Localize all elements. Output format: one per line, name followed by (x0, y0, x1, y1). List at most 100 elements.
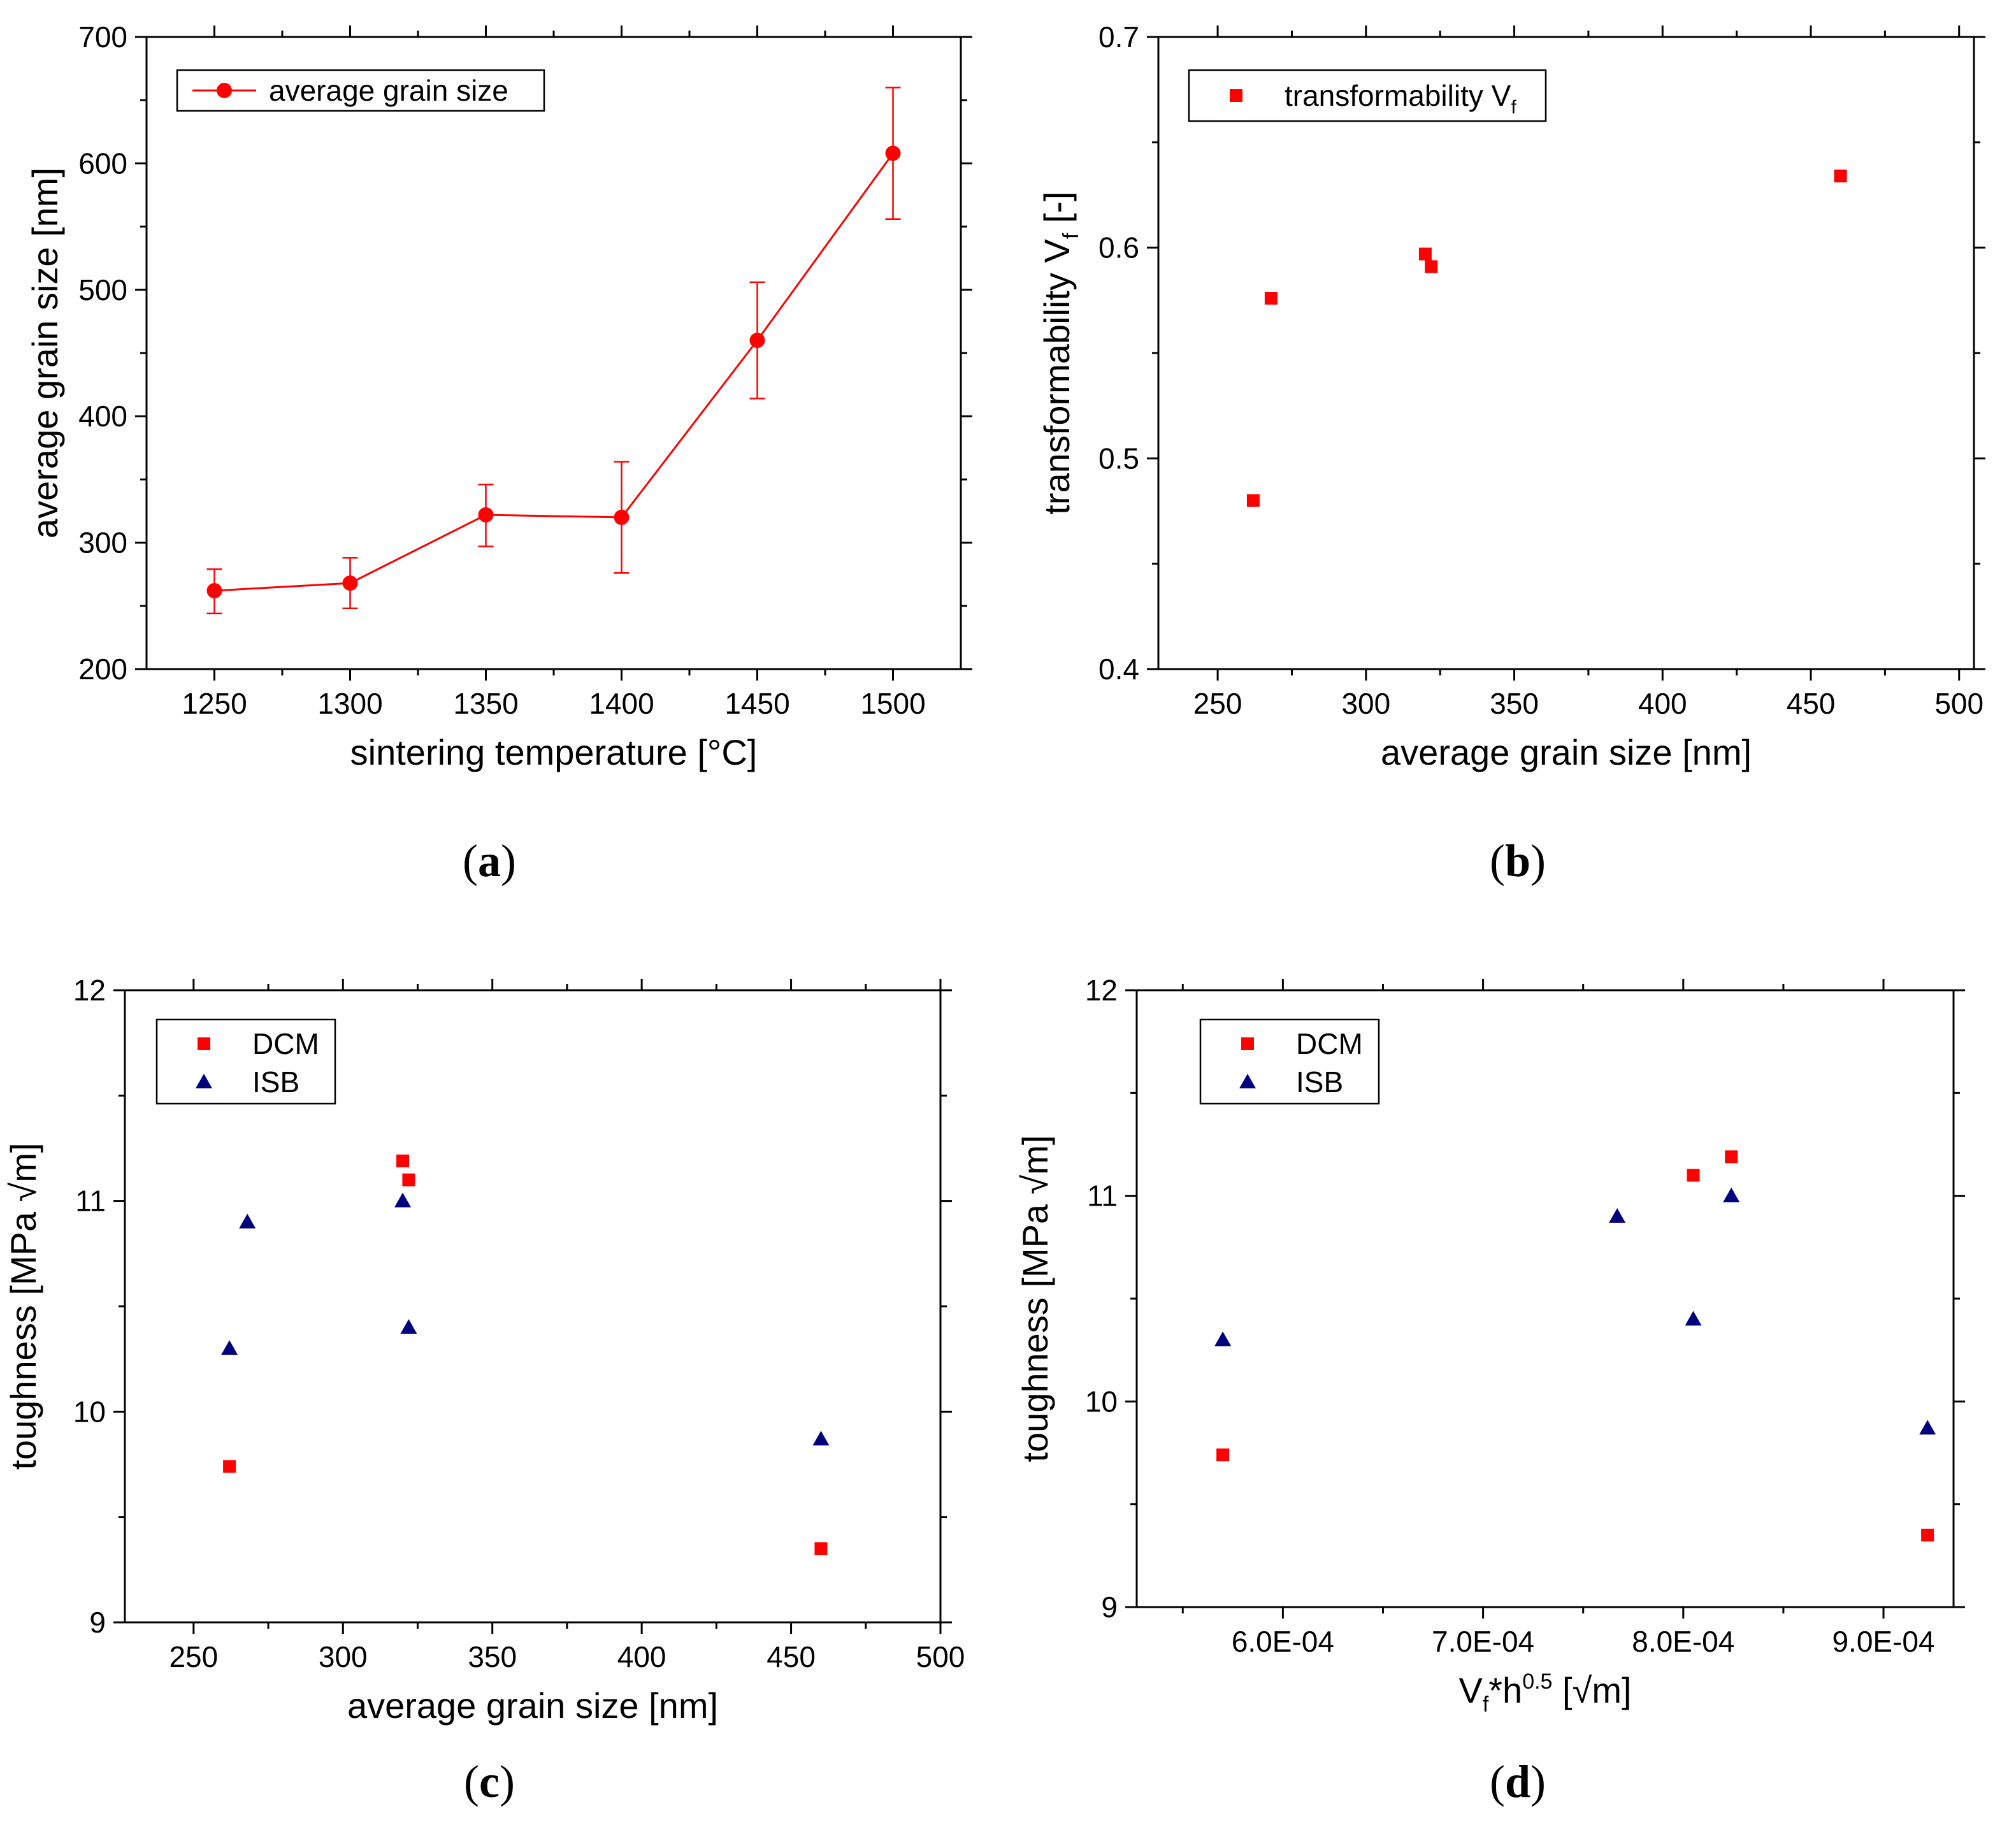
panel-a: 1250 1300 1350 1400 1450 1500 200 300 400 500 600 7… (25, 20, 972, 886)
x-axis-title: average grain size [nm] (347, 1685, 718, 1726)
panel-b: 250 300 350 400 450 500 0.4 0.5 0.6 0.7 average gr… (1037, 20, 1985, 886)
x-tick-label: 1450 (724, 687, 789, 720)
panel-label-close: ) (1530, 835, 1546, 886)
data-point (1723, 1187, 1740, 1202)
data-point (221, 1340, 238, 1355)
x-axis-title-sub: f (1483, 1692, 1489, 1717)
data-point (1834, 169, 1847, 183)
legend-label: ISB (252, 1065, 299, 1099)
data-point (814, 1542, 828, 1555)
x-tick-label: 250 (169, 1640, 218, 1673)
y-axis-title: toughness [MPa √m] (1015, 1135, 1055, 1462)
legend-marker (196, 1074, 212, 1088)
y-tick-label: 500 (78, 273, 127, 307)
data-point (1919, 1420, 1936, 1435)
y-tick-label: 11 (1087, 1179, 1118, 1213)
y-tick-label: 700 (78, 20, 127, 54)
panel-label-open: ( (1490, 835, 1505, 886)
x-axis-title-main: V (1458, 1670, 1483, 1710)
panel-label-open: ( (464, 1756, 479, 1807)
y-tick-label: 10 (73, 1395, 106, 1428)
data-point (206, 582, 222, 598)
data-point (478, 507, 494, 523)
series-isb (1214, 1187, 1936, 1435)
x-tick-label: 1500 (860, 687, 925, 720)
data-point (394, 1192, 412, 1208)
x-tick-label: 9.0E-04 (1832, 1625, 1934, 1658)
data-point (885, 145, 901, 161)
panel-label: (b) (1490, 835, 1546, 886)
x-axis-title: Vf*h0.5 [√m] (1458, 1670, 1631, 1717)
y-axis-title-sub: f (1059, 233, 1083, 239)
x-tick-label: 350 (1490, 687, 1539, 720)
data-point (1687, 1169, 1700, 1182)
y-axis-title-tail: [-] (1037, 191, 1077, 233)
series-dcm (223, 1154, 828, 1555)
legend-label-sub: f (1511, 97, 1516, 118)
panel-label-letter: a (478, 835, 501, 886)
x-tick-label: 450 (1787, 687, 1836, 720)
panel-label-open: ( (463, 835, 478, 886)
panel-label-close: ) (501, 835, 516, 886)
panel-label-close: ) (500, 1756, 515, 1807)
data-point (223, 1460, 236, 1473)
y-tick-label: 9 (89, 1606, 106, 1639)
y-tick-label: 0.5 (1098, 442, 1139, 475)
legend-marker (1239, 1074, 1256, 1088)
data-point (1425, 260, 1438, 273)
x-axis-title-sup: 0.5 (1522, 1670, 1552, 1694)
x-tick-label: 1250 (182, 687, 247, 720)
x-tick-label: 400 (1638, 687, 1687, 720)
series-isb (221, 1192, 830, 1446)
y-tick-label: 11 (75, 1185, 106, 1218)
y-tick-label: 9 (1101, 1590, 1118, 1624)
panel-label-close: ) (1530, 1756, 1546, 1807)
panel-label-letter: d (1505, 1756, 1530, 1807)
y-tick-label: 200 (78, 653, 127, 686)
data-point (1921, 1529, 1934, 1542)
y-tick-label: 300 (78, 526, 127, 559)
plot-frame (1157, 36, 1975, 670)
y-tick-label: 12 (1085, 974, 1118, 1007)
x-axis-title-mid: *h (1488, 1670, 1522, 1710)
data-point (402, 1173, 415, 1186)
legend-label: average grain size (269, 74, 508, 107)
x-tick-label: 300 (1341, 687, 1390, 720)
data-point (400, 1319, 417, 1334)
x-tick-label: 1300 (317, 687, 382, 720)
data-point (396, 1154, 410, 1167)
x-tick-label: 8.0E-04 (1632, 1625, 1734, 1658)
legend-box (1199, 1018, 1380, 1105)
legend-marker (1230, 89, 1242, 102)
data-point (1685, 1311, 1702, 1326)
x-axis-title: average grain size [nm] (1381, 732, 1752, 772)
legend-marker (198, 1037, 210, 1050)
x-tick-label: 300 (319, 1640, 368, 1673)
legend-marker (217, 83, 232, 98)
x-tick-label: 450 (767, 1640, 816, 1673)
panel-label: (a) (463, 835, 516, 886)
x-tick-label: 350 (468, 1640, 517, 1673)
data-point (239, 1213, 256, 1229)
series-dcm (1216, 1150, 1934, 1542)
legend-label: ISB (1296, 1065, 1343, 1099)
y-axis-title: toughness [MPa √m] (3, 1143, 43, 1469)
data-point (1609, 1208, 1626, 1223)
panel-label-letter: c (479, 1756, 500, 1807)
legend-box (155, 1018, 336, 1105)
y-tick-label: 0.6 (1098, 231, 1139, 264)
series-line (214, 152, 894, 592)
y-tick-label: 600 (78, 147, 127, 180)
series-transformability-vf (1246, 169, 1847, 507)
data-point (1264, 292, 1278, 305)
data-point (1246, 494, 1260, 507)
panel-label: (c) (464, 1756, 515, 1807)
data-point (1418, 247, 1432, 261)
data-point (1725, 1150, 1738, 1164)
data-point (1216, 1448, 1230, 1462)
data-point (342, 575, 358, 591)
y-tick-label: 400 (78, 400, 127, 433)
x-axis-title-tail: [√m] (1552, 1670, 1631, 1710)
x-tick-label: 500 (1934, 687, 1984, 720)
